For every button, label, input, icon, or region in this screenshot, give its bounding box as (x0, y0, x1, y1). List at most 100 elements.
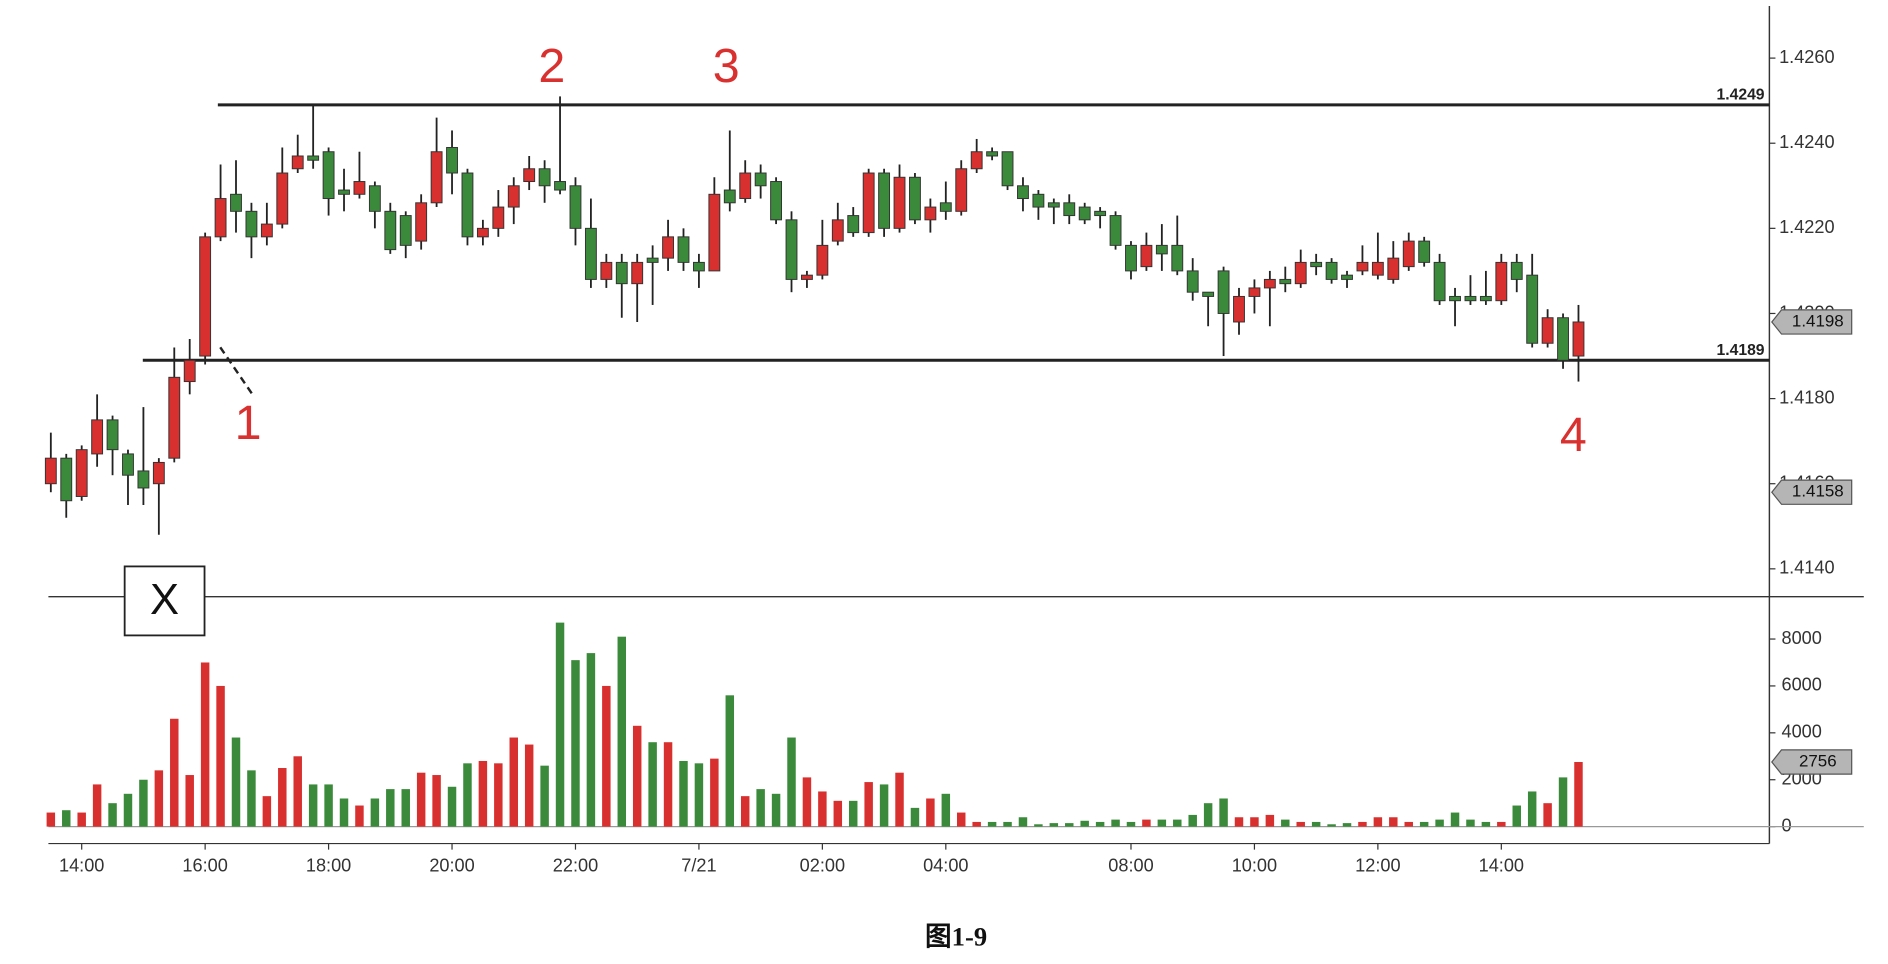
volume-bar (1142, 819, 1151, 827)
candle-body (1418, 240, 1431, 263)
candle-body (1402, 240, 1415, 268)
volume-bar (1080, 820, 1089, 827)
candle-body (91, 419, 104, 455)
candle-body (152, 461, 165, 485)
volume-bar (1574, 762, 1583, 827)
candle-body (492, 206, 505, 229)
volume-bar (386, 789, 395, 827)
volume-bar (1404, 821, 1413, 827)
volume-bar (586, 653, 596, 827)
candle-body (584, 227, 597, 280)
volume-bar (1527, 791, 1537, 827)
volume-bar (1018, 817, 1028, 827)
candle-body (631, 261, 644, 285)
candle-body (1356, 261, 1369, 272)
price-tag (1771, 479, 1853, 505)
candle-body (1433, 261, 1446, 302)
volume-bar (957, 812, 966, 827)
candle-body (1233, 295, 1245, 323)
volume-bar (648, 742, 657, 827)
level-label: 1.4249 (1716, 86, 1764, 103)
volume-bar (170, 718, 179, 827)
volume-bar (756, 789, 765, 827)
candle-body (708, 193, 721, 272)
volume-bar (895, 772, 904, 827)
volume-bar (1234, 817, 1244, 827)
volume-bar (262, 796, 272, 827)
volume-bar (1358, 821, 1367, 827)
y2-tick-label: 6000 (1781, 675, 1821, 695)
volume-bar (987, 821, 997, 827)
x-tick-label: 20:00 (429, 855, 474, 875)
caption: 图1-9 (925, 921, 987, 951)
candle-body (214, 198, 227, 238)
x-tick-label: 7/21 (681, 855, 716, 875)
candle-body (600, 261, 613, 280)
candle-body (430, 151, 443, 204)
candle-body (1001, 151, 1014, 187)
volume-bar (818, 791, 827, 827)
candle-body (106, 419, 119, 451)
candle-body (878, 172, 891, 229)
volume-bar (1281, 819, 1290, 827)
volume-bar (1512, 805, 1521, 827)
candle-body (1155, 244, 1168, 255)
volume-bar (1558, 777, 1568, 827)
candle-body (1557, 317, 1569, 361)
candle-body (677, 236, 690, 263)
candle-body (1310, 261, 1323, 268)
candle-body (1186, 270, 1199, 293)
volume-bar (1111, 819, 1120, 827)
candle-body (692, 261, 705, 272)
volume-bar (278, 768, 287, 827)
volume-bar (1173, 819, 1182, 827)
volume-bar (154, 770, 164, 827)
volume-bar (771, 793, 781, 827)
volume-bar (1049, 823, 1059, 827)
volume-bar (540, 765, 549, 827)
candle-body (955, 168, 968, 212)
volume-bar (416, 772, 426, 827)
candle-body (1248, 287, 1261, 297)
volume-bar (509, 737, 518, 827)
candle-body (199, 236, 212, 357)
volume-bar (787, 737, 796, 827)
candle-body (893, 176, 906, 229)
volume-bar (1419, 821, 1429, 827)
volume-bar (231, 737, 241, 827)
candle-body (785, 219, 798, 280)
x-tick-label: 02:00 (800, 855, 845, 875)
annotation: 2 (538, 39, 565, 93)
candle-body (739, 172, 752, 200)
candle-body (1479, 295, 1492, 302)
volume-bar (1543, 803, 1552, 827)
candle-body (986, 151, 999, 157)
volume-bar (447, 786, 457, 827)
volume-bar (910, 807, 920, 827)
volume-bar (1311, 821, 1321, 827)
volume-bar (370, 798, 380, 827)
volume-bar (1327, 824, 1336, 827)
volume-bar (123, 793, 133, 827)
volume-bar (62, 810, 71, 827)
candle-body (1017, 185, 1029, 200)
volume-bar (1389, 817, 1398, 827)
candle-body (1341, 274, 1353, 280)
volume-bar (710, 758, 719, 827)
candle-body (1371, 261, 1384, 276)
volume-bar (463, 763, 472, 827)
x-tick-label: 22:00 (553, 855, 598, 875)
x-tick-label: 18:00 (306, 855, 351, 875)
candle-body (1495, 261, 1508, 302)
candle-body (554, 181, 566, 191)
candle-body (615, 261, 628, 285)
x-tick-label: 04:00 (923, 855, 968, 875)
candle-body (1202, 291, 1215, 297)
candle-body (399, 215, 412, 246)
volume-bar (602, 685, 611, 827)
candle-body (260, 223, 273, 238)
candle-body (1125, 244, 1137, 272)
candle-body (723, 189, 736, 204)
candle-body (1171, 244, 1184, 272)
